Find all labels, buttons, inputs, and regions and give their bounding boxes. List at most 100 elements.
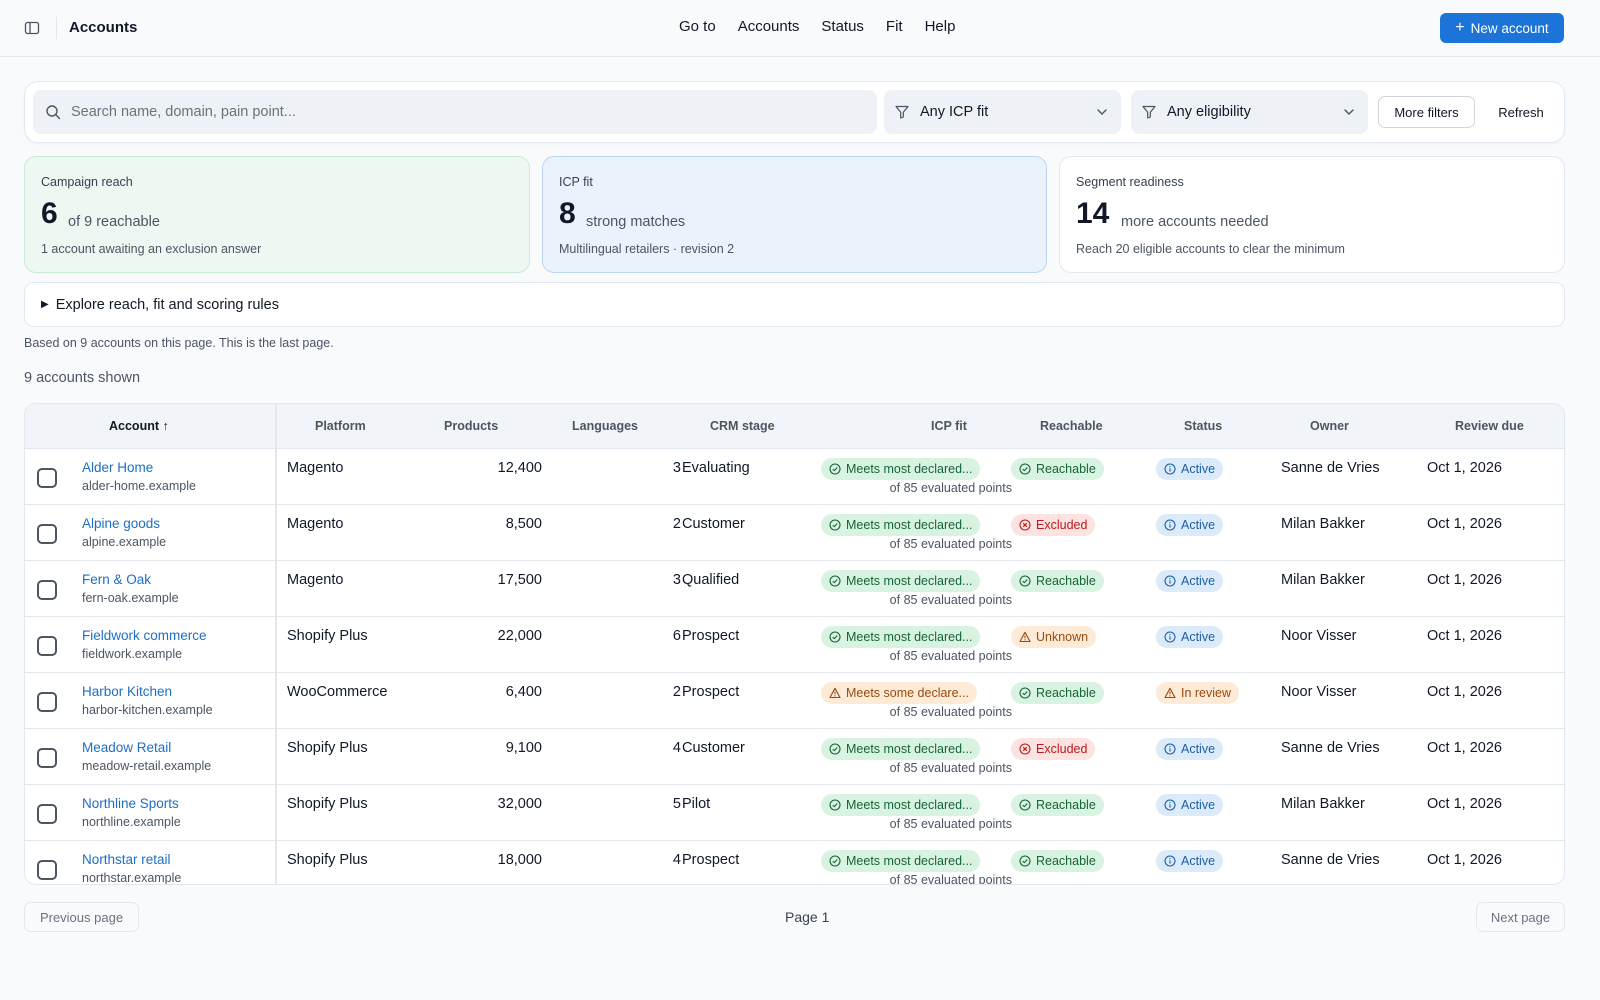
table-row[interactable]: Fieldwork commerce fieldwork.example Shopi…: [25, 617, 1564, 673]
icp-fit-note: of 85 evaluated points: [889, 705, 1012, 719]
review-due-cell: Oct 1, 2026: [1427, 628, 1502, 644]
accounts-shown-count: 9 accounts shown: [24, 370, 141, 386]
table-row[interactable]: Alder Home alder-home.example Magento 12,40…: [25, 449, 1564, 505]
reachable-badge: Reachable: [1011, 850, 1104, 872]
check-circle-icon: [829, 799, 841, 811]
account-name-link[interactable]: Fern & Oak: [82, 572, 152, 587]
search-input[interactable]: [71, 104, 851, 120]
owner-cell: Sanne de Vries: [1281, 460, 1380, 476]
card-suffix: strong matches: [586, 214, 686, 230]
icp-fit-note: of 85 evaluated points: [889, 537, 1012, 551]
nav-accounts[interactable]: Accounts: [737, 18, 800, 35]
account-name-link[interactable]: Alder Home: [82, 460, 154, 475]
refresh-button[interactable]: Refresh: [1498, 104, 1544, 120]
reachable-badge: Excluded: [1011, 514, 1096, 536]
column-header-products[interactable]: Products: [444, 419, 499, 433]
row-select-checkbox[interactable]: [37, 860, 57, 880]
platform-cell: Magento: [287, 460, 344, 476]
icp-fit-badge-label: Meets most declared...: [846, 462, 973, 476]
table-row[interactable]: Fern & Oak fern-oak.example Magento 17,500 3…: [25, 561, 1564, 617]
icp-fit-badge: Meets most declared...: [821, 458, 981, 480]
products-cell: 6,400: [505, 684, 542, 700]
next-page-button[interactable]: Next page: [1476, 902, 1565, 932]
column-header-review-due[interactable]: Review due: [1455, 419, 1524, 433]
row-select-checkbox[interactable]: [37, 524, 57, 544]
row-select-checkbox[interactable]: [37, 468, 57, 488]
crm-stage-cell: Prospect: [682, 628, 740, 644]
review-due-cell: Oct 1, 2026: [1427, 572, 1502, 588]
row-select-checkbox[interactable]: [37, 580, 57, 600]
reachable-badge: Unknown: [1011, 626, 1097, 648]
icp-fit-note: of 85 evaluated points: [889, 761, 1012, 775]
column-header-status[interactable]: Status: [1184, 419, 1223, 433]
icp-fit-select-label: Any ICP fit: [920, 104, 989, 120]
table-row[interactable]: Harbor Kitchen harbor-kitchen.example WooC…: [25, 673, 1564, 729]
icp-fit-note: of 85 evaluated points: [889, 817, 1012, 831]
column-header-languages[interactable]: Languages: [572, 419, 638, 433]
column-header-platform[interactable]: Platform: [315, 419, 366, 433]
table-row[interactable]: Northline Sports northline.example Shopify…: [25, 785, 1564, 841]
nav-help[interactable]: Help: [924, 18, 956, 35]
crm-stage-cell: Pilot: [682, 796, 711, 812]
table-row[interactable]: Meadow Retail meadow-retail.example Shopif…: [25, 729, 1564, 785]
chevron-down-icon: [1095, 105, 1109, 119]
account-domain: alpine.example: [82, 535, 167, 549]
languages-cell: 6: [672, 628, 681, 644]
more-filters-button[interactable]: More filters: [1378, 96, 1475, 128]
status-badge-label: Active: [1181, 798, 1216, 812]
reachable-badge-label: Excluded: [1036, 742, 1088, 756]
account-name-link[interactable]: Harbor Kitchen: [82, 684, 173, 699]
card-note: Multilingual retailers · revision 2: [559, 242, 735, 256]
status-badge-label: Active: [1181, 854, 1216, 868]
languages-cell: 3: [672, 460, 681, 476]
owner-cell: Milan Bakker: [1281, 572, 1365, 588]
table-row[interactable]: Northstar retail northstar.example Shopify…: [25, 841, 1564, 885]
search-box[interactable]: [33, 90, 877, 134]
account-name-link[interactable]: Meadow Retail: [82, 740, 172, 755]
status-badge: Active: [1156, 794, 1224, 816]
column-header-reachable[interactable]: Reachable: [1040, 419, 1103, 433]
explore-rules-disclosure[interactable]: ▶ Explore reach, fit and scoring rules: [24, 282, 1565, 327]
icp-fit-badge: Meets most declared...: [821, 738, 981, 760]
card-title: ICP fit: [559, 175, 593, 189]
icp-fit-badge-label: Meets most declared...: [846, 742, 973, 756]
filter-bar: Any ICP fit Any eligibility More filters…: [24, 81, 1565, 143]
row-select-checkbox[interactable]: [37, 804, 57, 824]
card-note: 1 account awaiting an exclusion answer: [41, 242, 262, 256]
reachable-badge-label: Unknown: [1036, 630, 1089, 644]
card-suffix: of 9 reachable: [68, 214, 160, 230]
column-header-icp-fit[interactable]: ICP fit: [931, 419, 967, 433]
search-icon: [45, 103, 63, 121]
nav-status[interactable]: Status: [821, 18, 864, 35]
sidebar-toggle-icon[interactable]: [20, 16, 44, 40]
products-cell: 8,500: [505, 516, 542, 532]
new-account-button[interactable]: + New account: [1440, 13, 1564, 43]
review-due-cell: Oct 1, 2026: [1427, 684, 1502, 700]
eligibility-select[interactable]: Any eligibility: [1131, 90, 1368, 134]
nav-fit[interactable]: Fit: [885, 18, 903, 35]
icp-fit-select[interactable]: Any ICP fit: [884, 90, 1121, 134]
column-header-owner[interactable]: Owner: [1310, 419, 1349, 433]
crm-stage-cell: Prospect: [682, 852, 740, 868]
status-badge-label: Active: [1181, 518, 1216, 532]
account-name-link[interactable]: Alpine goods: [82, 516, 161, 531]
account-name-link[interactable]: Northstar retail: [82, 852, 171, 867]
column-header-account[interactable]: Account ↑: [109, 419, 169, 433]
top-bar: Accounts Go to Accounts Status Fit Help …: [0, 0, 1600, 57]
previous-page-button[interactable]: Previous page: [24, 902, 139, 932]
account-name-link[interactable]: Northline Sports: [82, 796, 179, 811]
row-select-checkbox[interactable]: [37, 692, 57, 712]
check-circle-icon: [1019, 575, 1031, 587]
row-select-checkbox[interactable]: [37, 636, 57, 656]
account-name-link[interactable]: Fieldwork commerce: [82, 628, 207, 643]
icp-fit-note: of 85 evaluated points: [889, 873, 1012, 885]
page-title: Accounts: [69, 19, 138, 36]
nav-go-to[interactable]: Go to: [679, 18, 716, 35]
reachable-badge-label: Reachable: [1036, 798, 1096, 812]
column-header-crm-stage[interactable]: CRM stage: [710, 419, 775, 433]
icp-fit-badge-label: Meets some declare...: [846, 686, 969, 700]
status-badge-label: Active: [1181, 574, 1216, 588]
card-value: 14: [1076, 197, 1110, 230]
table-row[interactable]: Alpine goods alpine.example Magento 8,500 2 C…: [25, 505, 1564, 561]
row-select-checkbox[interactable]: [37, 748, 57, 768]
